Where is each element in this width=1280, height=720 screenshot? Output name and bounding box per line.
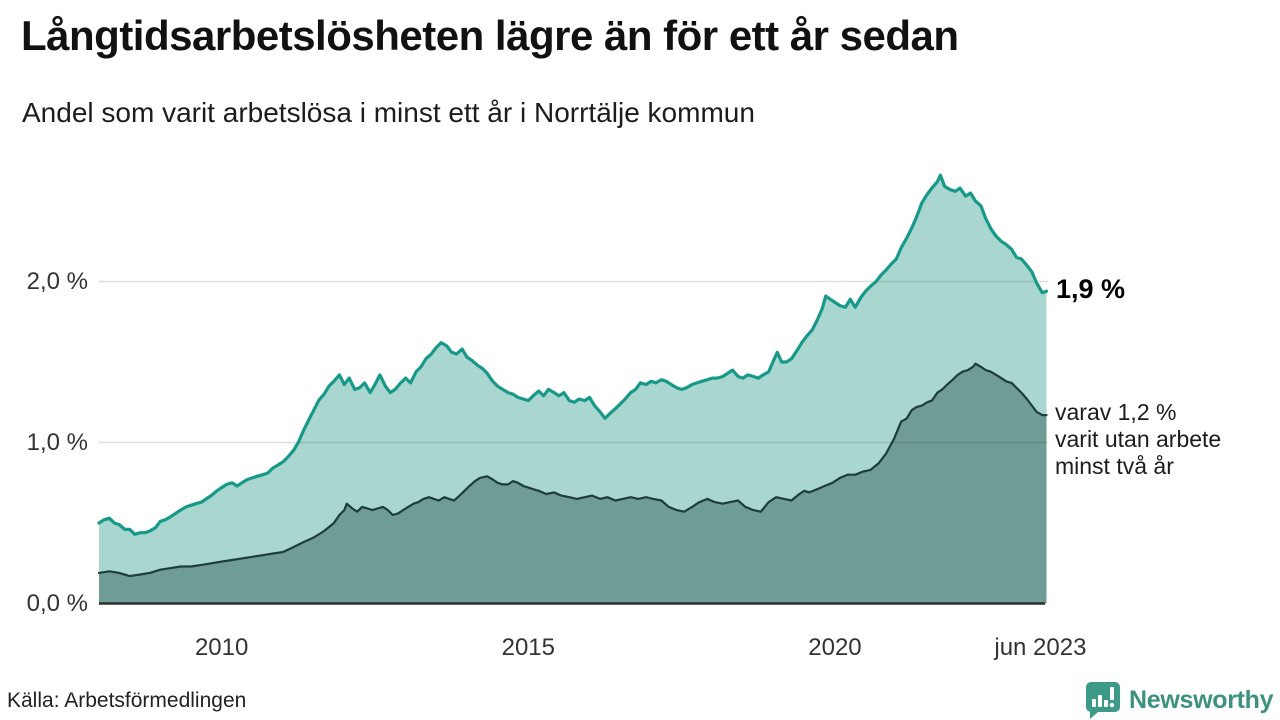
line-total bbox=[97, 173, 1049, 536]
area-fill-subset bbox=[99, 363, 1047, 604]
line-subset bbox=[97, 362, 1048, 578]
y-axis-tick-label: 0,0 % bbox=[26, 589, 88, 617]
chart-subtitle: Andel som varit arbetslösa i minst ett å… bbox=[22, 97, 755, 128]
x-axis-tick-label: 2015 bbox=[501, 634, 555, 661]
source-note: Källa: Arbetsförmedlingen bbox=[7, 689, 247, 712]
x-axis-tick-label: jun 2023 bbox=[994, 634, 1087, 661]
newsworthy-logo: Newsworthy bbox=[1084, 681, 1274, 719]
logo-wordmark: Newsworthy bbox=[1129, 685, 1274, 714]
x-axis-tick-label: 2010 bbox=[194, 634, 249, 661]
gridlines bbox=[99, 280, 1048, 444]
speech-bubble-bar-chart-icon bbox=[1086, 682, 1120, 719]
y-axis-tick-label: 1,0 % bbox=[26, 428, 88, 456]
end-subset-line1: varav 1,2 % bbox=[1055, 399, 1177, 425]
chart-title: Långtidsarbetslösheten lägre än för ett … bbox=[21, 12, 959, 59]
x-axis-tick-label: 2020 bbox=[808, 634, 862, 661]
end-subset-line2: varit utan arbete bbox=[1055, 426, 1222, 452]
end-value-label-total: 1,9 % bbox=[1056, 274, 1126, 304]
end-value-label-subset: varav 1,2 % varit utan arbete minst två … bbox=[1055, 399, 1221, 480]
end-subset-line3: minst två år bbox=[1055, 453, 1174, 479]
y-axis-tick-label: 2,0 % bbox=[26, 267, 88, 295]
